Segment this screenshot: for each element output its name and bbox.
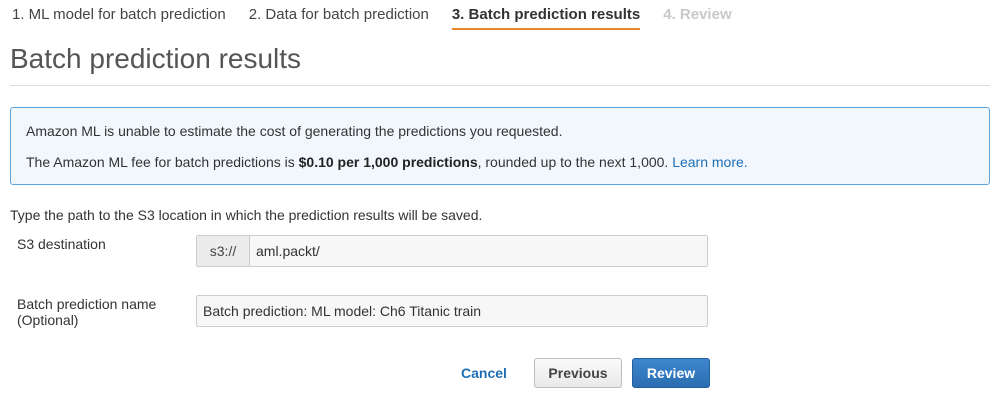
s3-instruction: Type the path to the S3 location in whic… xyxy=(10,207,483,223)
learn-more-link[interactable]: Learn more. xyxy=(672,154,748,170)
s3-destination-input[interactable] xyxy=(250,236,707,266)
info-fee-amount: $0.10 per 1,000 predictions xyxy=(298,154,478,170)
wizard-steps: 1. ML model for batch prediction 2. Data… xyxy=(12,6,755,30)
step-ml-model[interactable]: 1. ML model for batch prediction xyxy=(12,6,226,23)
s3-destination-group: s3:// xyxy=(196,235,708,267)
info-fee-suffix: , rounded up to the next 1,000. xyxy=(477,154,673,170)
cost-info-box: Amazon ML is unable to estimate the cost… xyxy=(10,107,990,185)
batch-prediction-name-input[interactable] xyxy=(196,295,708,327)
cancel-button[interactable]: Cancel xyxy=(450,358,518,388)
batch-prediction-name-label-text: Batch prediction name xyxy=(17,296,157,312)
previous-button[interactable]: Previous xyxy=(534,358,622,388)
optional-label: (Optional) xyxy=(17,312,79,328)
step-results[interactable]: 3. Batch prediction results xyxy=(451,6,641,30)
step-data[interactable]: 2. Data for batch prediction xyxy=(248,6,429,23)
info-fee-text: The Amazon ML fee for batch predictions … xyxy=(26,154,748,170)
s3-prefix: s3:// xyxy=(197,236,250,266)
page-title: Batch prediction results xyxy=(10,43,302,74)
batch-prediction-name-label: Batch prediction name (Optional) xyxy=(17,296,156,328)
review-button[interactable]: Review xyxy=(632,358,710,388)
info-fee-prefix: The Amazon ML fee for batch predictions … xyxy=(26,154,299,170)
info-cost-unavailable: Amazon ML is unable to estimate the cost… xyxy=(26,123,563,139)
title-divider xyxy=(10,85,990,86)
step-review: 4. Review xyxy=(663,6,732,23)
s3-destination-label: S3 destination xyxy=(17,236,106,252)
